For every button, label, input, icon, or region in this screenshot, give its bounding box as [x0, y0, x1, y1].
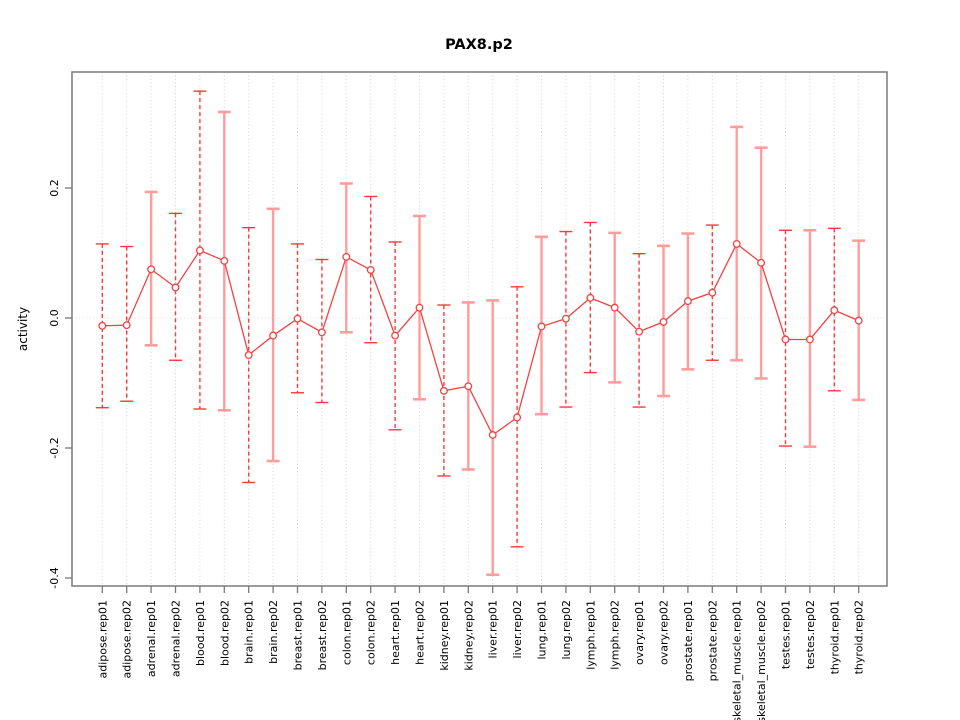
data-point-marker [269, 331, 278, 340]
data-point-marker [195, 246, 204, 255]
series-line-layer [102, 242, 859, 436]
data-point-marker [830, 306, 839, 315]
data-point-marker [122, 321, 131, 330]
data-point-marker [244, 351, 253, 360]
data-point-marker [610, 303, 619, 312]
data-point-marker [415, 303, 424, 312]
x-tick-label: thyroid.rep02 [853, 600, 866, 674]
x-tick-label: ovary.rep02 [658, 600, 671, 665]
x-tick-label: liver.rep02 [511, 600, 524, 658]
x-tick-label: brain.rep01 [243, 600, 256, 664]
data-point-marker [537, 322, 546, 331]
axis-layer: adipose.rep01 adipose.rep02 adrenal.rep01 a… [48, 179, 866, 720]
x-tick-label: ovary.rep01 [633, 600, 646, 665]
x-tick-label: lymph.rep01 [584, 600, 597, 670]
data-point-marker [513, 413, 522, 422]
data-point-marker [342, 252, 351, 261]
data-point-marker [317, 328, 326, 337]
data-point-marker [488, 431, 497, 439]
grid-layer [72, 72, 887, 586]
x-tick-label: adipose.rep01 [96, 600, 109, 679]
x-tick-label: adipose.rep02 [121, 600, 134, 679]
data-point-marker [757, 258, 766, 267]
data-points-layer [98, 239, 863, 439]
x-tick-label: prostate.rep01 [682, 600, 695, 681]
data-point-marker [366, 265, 375, 274]
x-tick-label: breast.rep02 [316, 600, 329, 670]
x-tick-label: adrenal.rep01 [145, 600, 158, 677]
x-tick-label: colon.rep01 [340, 600, 353, 665]
error-bars-layer [95, 90, 866, 577]
x-tick-label: prostate.rep02 [706, 600, 719, 681]
x-tick-label: kidney.rep02 [462, 600, 475, 671]
x-tick-label: testes.rep01 [780, 600, 793, 669]
x-tick-label: lung.rep01 [536, 600, 549, 660]
data-point-marker [635, 327, 644, 336]
x-tick-label: thyroid.rep01 [828, 600, 841, 674]
y-tick-label: 0.2 [48, 179, 61, 197]
x-tick-label: lymph.rep02 [609, 600, 622, 670]
data-point-marker [732, 239, 741, 248]
data-point-marker [854, 316, 863, 325]
series-line [102, 242, 859, 436]
x-tick-label: breast.rep01 [292, 600, 305, 670]
y-tick-label: 0.0 [48, 309, 61, 327]
x-tick-label: heart.rep01 [389, 600, 402, 665]
x-tick-label: adrenal.rep02 [170, 600, 183, 677]
data-point-marker [464, 382, 473, 391]
x-tick-label: heart.rep02 [414, 600, 427, 665]
x-tick-label: blood.rep02 [218, 600, 231, 666]
data-point-marker [781, 335, 790, 344]
x-tick-label: lung.rep02 [560, 600, 573, 660]
data-point-marker [293, 314, 302, 323]
x-tick-label: skeletal_muscle.rep02 [755, 600, 768, 720]
data-point-marker [391, 331, 400, 340]
data-point-marker [708, 288, 717, 297]
x-tick-label: testes.rep02 [804, 600, 817, 669]
x-tick-label: skeletal_muscle.rep01 [731, 600, 744, 720]
chart-title: PAX8.p2 [445, 37, 513, 53]
x-tick-label: blood.rep01 [194, 600, 207, 666]
data-point-marker [439, 386, 448, 395]
data-point-marker [586, 293, 595, 302]
data-point-marker [171, 283, 180, 292]
x-tick-label: colon.rep02 [365, 600, 378, 665]
y-tick-label: -0.2 [48, 437, 61, 458]
x-tick-label: kidney.rep01 [438, 600, 451, 671]
data-point-marker [147, 265, 156, 274]
data-point-marker [659, 317, 668, 326]
data-point-marker [220, 256, 229, 265]
y-axis-label: activity [16, 307, 30, 351]
data-point-marker [98, 321, 107, 330]
y-tick-label: -0.4 [48, 567, 61, 588]
data-point-marker [561, 314, 570, 323]
data-point-marker [683, 297, 692, 306]
data-point-marker [805, 335, 814, 344]
plot-border-box [71, 71, 888, 587]
x-tick-label: liver.rep01 [487, 600, 500, 658]
x-tick-label: brain.rep02 [267, 600, 280, 664]
